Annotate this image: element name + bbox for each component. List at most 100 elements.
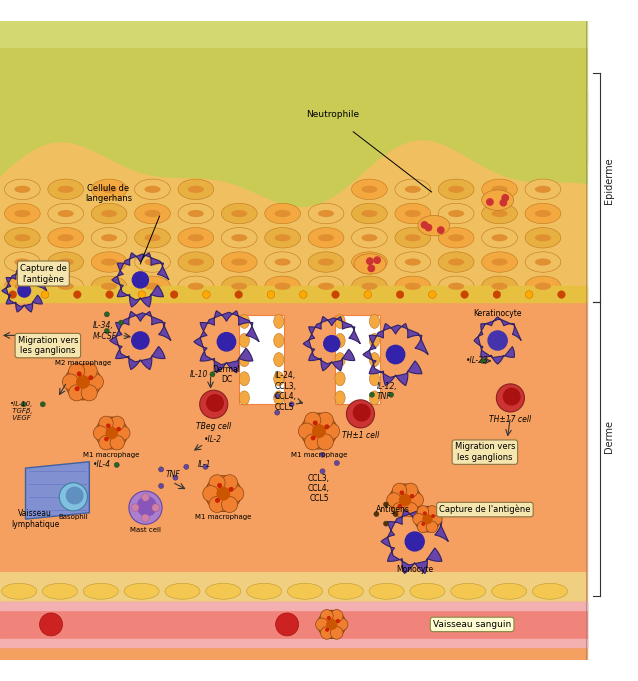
Circle shape xyxy=(87,374,103,390)
Circle shape xyxy=(327,616,330,620)
Ellipse shape xyxy=(231,283,248,290)
Ellipse shape xyxy=(361,210,378,217)
Circle shape xyxy=(69,363,85,379)
Ellipse shape xyxy=(274,210,291,217)
Ellipse shape xyxy=(274,259,291,266)
Text: Epiderme: Epiderme xyxy=(604,158,614,204)
Ellipse shape xyxy=(491,583,526,599)
Ellipse shape xyxy=(335,372,345,386)
Circle shape xyxy=(367,264,374,270)
Text: •IL-4: •IL-4 xyxy=(93,460,110,469)
Ellipse shape xyxy=(57,234,74,241)
Circle shape xyxy=(461,291,468,298)
Ellipse shape xyxy=(14,210,31,217)
Circle shape xyxy=(235,291,242,298)
Circle shape xyxy=(424,512,426,515)
Circle shape xyxy=(274,410,280,415)
Ellipse shape xyxy=(525,179,561,200)
Ellipse shape xyxy=(135,252,170,272)
Circle shape xyxy=(217,488,230,500)
Ellipse shape xyxy=(535,259,551,266)
Ellipse shape xyxy=(188,283,204,290)
Circle shape xyxy=(274,394,280,398)
Text: Capture de l'antigène: Capture de l'antigène xyxy=(439,505,531,514)
Text: Cellule de
langerhans: Cellule de langerhans xyxy=(85,184,132,204)
Ellipse shape xyxy=(329,583,364,599)
Ellipse shape xyxy=(482,179,517,200)
Bar xyxy=(0,144,587,153)
Circle shape xyxy=(330,609,343,622)
Circle shape xyxy=(336,618,348,631)
Ellipse shape xyxy=(57,210,74,217)
Circle shape xyxy=(489,202,496,208)
Ellipse shape xyxy=(308,252,344,272)
Ellipse shape xyxy=(188,210,204,217)
Circle shape xyxy=(558,291,565,298)
Circle shape xyxy=(430,218,436,224)
Ellipse shape xyxy=(274,372,284,386)
Text: M1 macrophage: M1 macrophage xyxy=(291,452,347,458)
Ellipse shape xyxy=(410,583,445,599)
Ellipse shape xyxy=(535,234,551,241)
Ellipse shape xyxy=(144,186,161,193)
Ellipse shape xyxy=(178,227,214,248)
Ellipse shape xyxy=(448,234,464,241)
Ellipse shape xyxy=(14,259,31,266)
Ellipse shape xyxy=(532,583,568,599)
Circle shape xyxy=(96,417,128,449)
Circle shape xyxy=(383,521,389,526)
Ellipse shape xyxy=(525,227,561,248)
Ellipse shape xyxy=(335,353,345,366)
Ellipse shape xyxy=(48,204,84,224)
Bar xyxy=(0,118,587,126)
Circle shape xyxy=(117,428,120,431)
Ellipse shape xyxy=(491,210,508,217)
Circle shape xyxy=(105,437,108,441)
Circle shape xyxy=(152,504,160,511)
Ellipse shape xyxy=(335,391,345,405)
Bar xyxy=(0,602,587,647)
Ellipse shape xyxy=(438,204,474,224)
Circle shape xyxy=(138,291,145,298)
Polygon shape xyxy=(474,317,521,364)
Circle shape xyxy=(59,483,87,511)
Ellipse shape xyxy=(491,186,508,193)
Circle shape xyxy=(170,291,178,298)
Circle shape xyxy=(66,487,83,504)
Ellipse shape xyxy=(178,276,214,296)
Text: Neutrophile: Neutrophile xyxy=(306,110,359,118)
Circle shape xyxy=(323,336,340,351)
Ellipse shape xyxy=(352,227,387,248)
Ellipse shape xyxy=(91,252,127,272)
Circle shape xyxy=(480,358,486,364)
Circle shape xyxy=(389,484,421,516)
Ellipse shape xyxy=(101,283,117,290)
Polygon shape xyxy=(2,270,47,312)
Ellipse shape xyxy=(265,252,300,272)
Circle shape xyxy=(107,424,110,428)
Text: IL-12,
TNF: IL-12, TNF xyxy=(376,382,397,401)
Ellipse shape xyxy=(48,276,84,296)
Circle shape xyxy=(209,475,225,491)
Ellipse shape xyxy=(135,179,170,200)
Circle shape xyxy=(325,425,329,428)
Ellipse shape xyxy=(404,186,421,193)
Circle shape xyxy=(69,385,85,401)
Circle shape xyxy=(142,514,149,522)
Circle shape xyxy=(396,291,404,298)
Ellipse shape xyxy=(239,353,249,366)
Ellipse shape xyxy=(48,252,84,272)
Ellipse shape xyxy=(482,204,517,224)
Ellipse shape xyxy=(91,204,127,224)
Circle shape xyxy=(106,428,117,439)
Circle shape xyxy=(152,504,160,511)
Ellipse shape xyxy=(491,283,508,290)
Circle shape xyxy=(489,194,496,200)
Circle shape xyxy=(487,194,493,200)
Circle shape xyxy=(221,496,237,513)
Ellipse shape xyxy=(188,234,204,241)
Text: M1 macrophage: M1 macrophage xyxy=(195,514,251,520)
Circle shape xyxy=(77,376,89,388)
Ellipse shape xyxy=(361,234,378,241)
Circle shape xyxy=(400,491,403,494)
